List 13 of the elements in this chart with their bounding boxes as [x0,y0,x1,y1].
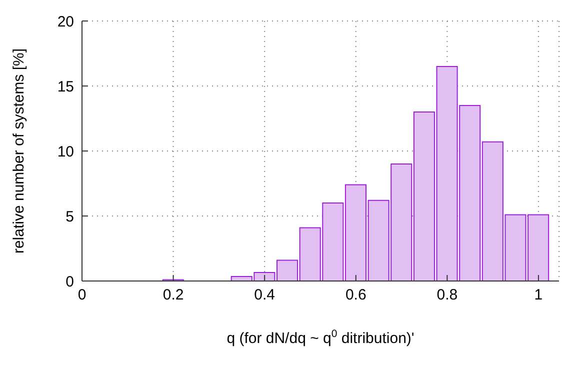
x-tick-label: 0.6 [345,286,366,304]
x-axis-title: q (for dN/dq ~ q$^{0}$ ditribution)' [226,328,414,347]
y-tick-label: 15 [57,78,74,96]
y-tick-label: 0 [66,273,74,290]
x-tick-label: 0.4 [254,286,276,304]
y-tick-label: 5 [66,208,74,226]
x-tick-label: 1 [534,286,543,304]
y-tick-label: 20 [57,13,74,30]
x-tick-label: 0 [78,286,86,304]
x-tick-label: 0.8 [436,286,458,304]
y-tick-label: 10 [57,143,74,160]
x-tick-label: 0.2 [162,286,184,304]
y-axis-title: relative number of systems [%] [10,48,28,254]
